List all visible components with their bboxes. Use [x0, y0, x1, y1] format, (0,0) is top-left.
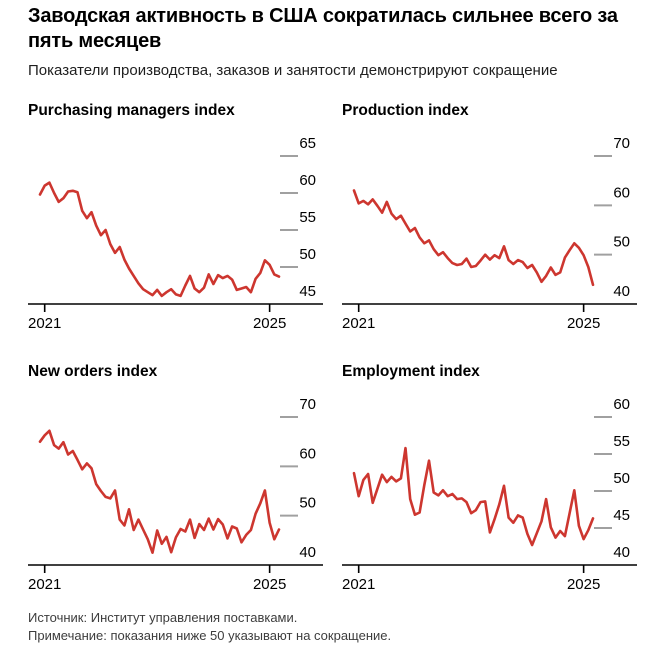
page-title: Заводская активность в США сократилась с…: [28, 5, 618, 52]
x-axis-label: 2021: [28, 576, 61, 593]
y-axis-label: 40: [299, 544, 316, 561]
y-axis-label: 40: [613, 283, 630, 300]
chart-heading: Purchasing managers index: [28, 102, 235, 119]
x-axis-label: 2021: [28, 315, 61, 332]
series-line: [352, 446, 595, 547]
page-subtitle: Показатели производства, заказов и занят…: [28, 62, 558, 79]
y-axis-label: 45: [613, 507, 630, 524]
series-line: [352, 189, 595, 287]
y-axis-label: 70: [299, 396, 316, 413]
chart-heading: Production index: [342, 102, 469, 119]
y-axis-label: 55: [613, 433, 630, 450]
x-axis-label: 2021: [342, 315, 375, 332]
chart-production-index: Production index 70 60 50 40 2021 2025: [342, 101, 652, 333]
chart-heading: Employment index: [342, 363, 480, 380]
x-axis-label: 2025: [253, 315, 286, 332]
y-axis-label: 60: [299, 172, 316, 189]
x-axis-label: 2025: [567, 576, 600, 593]
y-axis-label: 70: [613, 135, 630, 152]
x-axis-label: 2025: [567, 315, 600, 332]
employment-index-chart: 60 55 50 45 40 2021 2025: [342, 396, 637, 593]
production-index-chart: 70 60 50 40 2021 2025: [342, 135, 637, 332]
series-line: [38, 181, 281, 298]
y-axis-label: 50: [613, 470, 630, 487]
purchasing-managers-index-chart: 65 60 55 50 45 2021 2025: [28, 135, 323, 332]
reading-note: Примечание: показания ниже 50 указывают …: [28, 628, 392, 643]
y-axis-label: 40: [613, 544, 630, 561]
chart-purchasing-managers-index: Purchasing managers index 65 60 55 50 45 2021…: [28, 101, 338, 333]
series-line: [38, 429, 281, 554]
y-axis-label: 60: [299, 445, 316, 462]
y-axis-label: 60: [613, 396, 630, 413]
chart-heading: New orders index: [28, 363, 158, 380]
y-axis-label: 65: [299, 135, 316, 152]
chart-employment-index: Employment index 60 55 50 45 40 2021 2025: [342, 362, 652, 594]
source-note: Источник: Институт управления поставками…: [28, 610, 298, 625]
new-orders-index-chart: 70 60 50 40 2021 2025: [28, 396, 323, 593]
y-axis-label: 50: [299, 495, 316, 512]
y-axis-label: 55: [299, 209, 316, 226]
y-axis-label: 45: [299, 283, 316, 300]
y-axis-label: 60: [613, 184, 630, 201]
x-axis-label: 2025: [253, 576, 286, 593]
charts-grid: Purchasing managers index 65 60 55 50 45 2021…: [28, 101, 639, 594]
y-axis-label: 50: [299, 246, 316, 263]
x-axis-label: 2021: [342, 576, 375, 593]
chart-new-orders-index: New orders index 70 60 50 40 2021 2025: [28, 362, 338, 594]
y-axis-label: 50: [613, 234, 630, 251]
chart-footer: Источник: Институт управления поставками…: [28, 609, 639, 645]
